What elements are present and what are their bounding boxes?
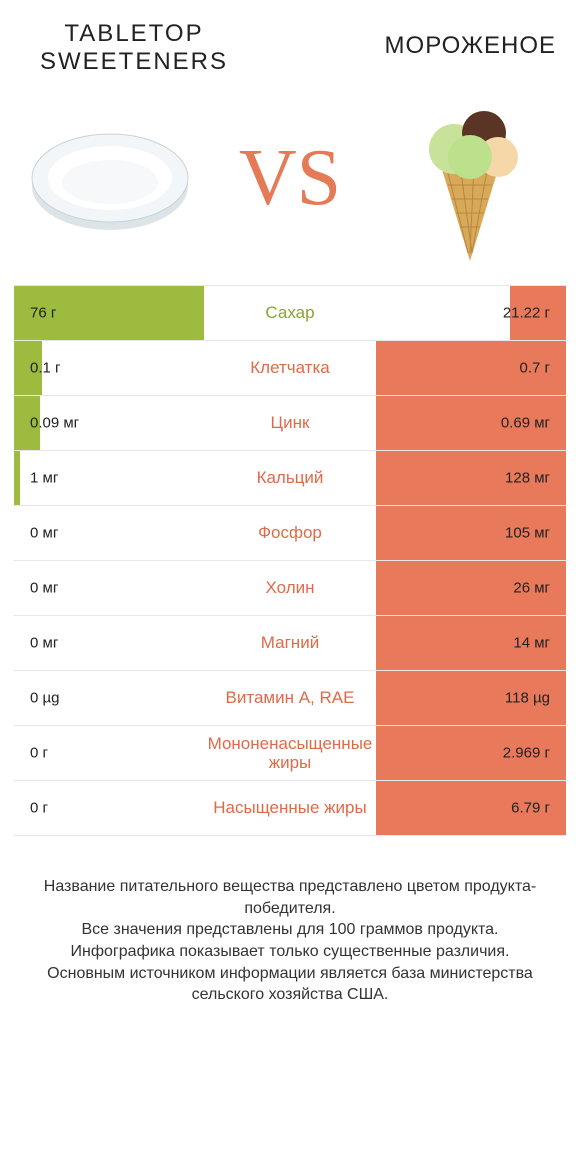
left-cell: 0 мг <box>14 561 204 615</box>
left-cell: 1 мг <box>14 451 204 505</box>
nutrient-label: Насыщенные жиры <box>204 781 376 835</box>
comparison-table: 76 г Сахар 21.22 г 0.1 г Клетчатка 0.7 г 0.09 … <box>14 285 566 836</box>
nutrient-label: Цинк <box>204 396 376 450</box>
right-value: 0.7 г <box>520 360 551 377</box>
nutrient-label: Мононенасыщенные жиры <box>204 726 377 780</box>
right-value: 14 мг <box>513 635 550 652</box>
left-cell: 0 мг <box>14 616 204 670</box>
right-value: 128 мг <box>505 470 550 487</box>
sweetener-image <box>20 93 200 263</box>
left-bar <box>14 451 20 505</box>
right-cell: 0.69 мг <box>376 396 566 450</box>
right-cell: 14 мг <box>376 616 566 670</box>
table-row: 76 г Сахар 21.22 г <box>14 286 566 341</box>
left-value: 1 мг <box>30 470 58 487</box>
table-row: 0.09 мг Цинк 0.69 мг <box>14 396 566 451</box>
table-row: 0.1 г Клетчатка 0.7 г <box>14 341 566 396</box>
right-value: 0.69 мг <box>501 415 550 432</box>
vs-label: VS <box>239 133 341 224</box>
left-value: 76 г <box>30 305 56 322</box>
table-row: 0 г Насыщенные жиры 6.79 г <box>14 781 566 836</box>
right-cell: 105 мг <box>376 506 566 560</box>
footnote-line: Основным источником информации является … <box>47 965 533 1004</box>
right-cell: 26 мг <box>376 561 566 615</box>
title-left-line1: TABLETOP <box>64 20 203 47</box>
left-value: 0 µg <box>30 690 60 707</box>
table-row: 0 г Мононенасыщенные жиры 2.969 г <box>14 726 566 781</box>
right-value: 6.79 г <box>511 800 550 817</box>
left-cell: 0.09 мг <box>14 396 204 450</box>
icecream-image <box>380 93 560 263</box>
right-value: 21.22 г <box>503 305 550 322</box>
table-row: 0 µg Витамин A, RAE 118 µg <box>14 671 566 726</box>
left-cell: 0.1 г <box>14 341 204 395</box>
right-value: 2.969 г <box>503 745 550 762</box>
left-value: 0 мг <box>30 580 58 597</box>
right-cell: 2.969 г <box>376 726 566 780</box>
right-value: 118 µg <box>505 690 550 707</box>
nutrient-label: Клетчатка <box>204 341 376 395</box>
footnote-line: Название питательного вещества представл… <box>44 878 536 917</box>
header: TABLETOP SWEETENERS МОРОЖЕНОЕ <box>14 20 566 75</box>
left-value: 0 г <box>30 800 48 817</box>
left-cell: 0 г <box>14 781 204 835</box>
left-value: 0 мг <box>30 525 58 542</box>
right-value: 105 мг <box>505 525 550 542</box>
left-cell: 0 г <box>14 726 204 780</box>
nutrient-label: Витамин A, RAE <box>204 671 376 725</box>
footnote: Название питательного вещества представл… <box>14 876 566 1006</box>
left-value: 0.09 мг <box>30 415 79 432</box>
right-cell: 128 мг <box>376 451 566 505</box>
nutrient-label: Фосфор <box>204 506 376 560</box>
left-cell: 76 г <box>14 286 204 340</box>
footnote-line: Все значения представлены для 100 граммо… <box>81 921 498 938</box>
left-cell: 0 мг <box>14 506 204 560</box>
title-right: МОРОЖЕНОЕ <box>336 20 556 60</box>
left-value: 0 мг <box>30 635 58 652</box>
left-value: 0.1 г <box>30 360 61 377</box>
nutrient-label: Холин <box>204 561 376 615</box>
right-cell: 0.7 г <box>376 341 566 395</box>
footnote-line: Инфографика показывает только существенн… <box>71 943 510 960</box>
left-cell: 0 µg <box>14 671 204 725</box>
right-cell: 118 µg <box>376 671 566 725</box>
nutrient-label: Магний <box>204 616 376 670</box>
left-value: 0 г <box>30 745 48 762</box>
table-row: 1 мг Кальций 128 мг <box>14 451 566 506</box>
nutrient-label: Сахар <box>204 286 376 340</box>
title-left-line2: SWEETENERS <box>40 48 228 75</box>
table-row: 0 мг Магний 14 мг <box>14 616 566 671</box>
right-value: 26 мг <box>513 580 550 597</box>
nutrient-label: Кальций <box>204 451 376 505</box>
table-row: 0 мг Фосфор 105 мг <box>14 506 566 561</box>
table-row: 0 мг Холин 26 мг <box>14 561 566 616</box>
right-cell: 6.79 г <box>376 781 566 835</box>
right-cell: 21.22 г <box>376 286 566 340</box>
title-left: TABLETOP SWEETENERS <box>24 20 244 75</box>
hero-row: VS <box>14 93 566 263</box>
